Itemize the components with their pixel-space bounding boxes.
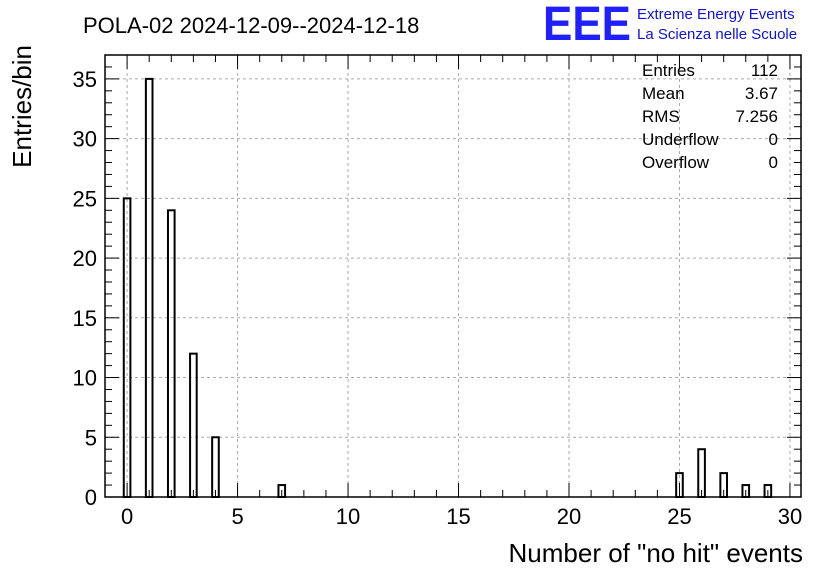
x-tick-label: 10 (336, 504, 360, 529)
histogram-bar (144, 77, 154, 498)
logo-mark: EEE (543, 0, 631, 51)
y-tick-label: 20 (73, 246, 97, 271)
stats-value: 0 (769, 130, 778, 149)
stats-label: Mean (642, 84, 685, 103)
x-tick-label: 15 (446, 504, 470, 529)
x-tick-label: 30 (778, 504, 802, 529)
histogram-bar (189, 352, 198, 498)
y-tick-label: 25 (73, 186, 97, 211)
x-tick-label: 0 (121, 504, 133, 529)
plot-frame (104, 54, 802, 498)
stats-box: Entries 112 Mean 3.67 RMS 7.256 Underflow 0 Over… (642, 61, 778, 172)
axes-box (104, 54, 802, 498)
axis-ticks: 0 5 10 15 20 25 30 0 5 10 15 20 25 30 35 (73, 54, 802, 529)
stats-value: 3.67 (745, 84, 778, 103)
x-tick-label: 20 (557, 504, 581, 529)
stats-value: 112 (751, 61, 778, 80)
histogram-bar (211, 436, 220, 498)
stats-value: 7.256 (735, 107, 778, 126)
y-tick-label: 10 (73, 366, 97, 391)
eee-logo: EEE Extreme Energy Events La Scienza nel… (543, 0, 797, 51)
y-tick-label: 35 (73, 67, 97, 92)
histogram-bar (697, 448, 706, 498)
y-tick-label: 30 (73, 127, 97, 152)
x-tick-label: 25 (667, 504, 691, 529)
grid (105, 55, 801, 498)
stats-label: Entries (642, 61, 695, 80)
logo-line-2: La Scienza nelle Scuole (637, 26, 797, 43)
stats-value: 0 (769, 153, 778, 172)
x-axis-title: Number of "no hit" events (509, 538, 804, 568)
stats-label: Underflow (642, 130, 719, 149)
stats-label: Overflow (642, 153, 710, 172)
x-tick-label: 5 (231, 504, 243, 529)
y-tick-label: 0 (85, 485, 97, 510)
stats-label: RMS (642, 107, 680, 126)
y-tick-label: 15 (73, 306, 97, 331)
histogram-bar (166, 209, 176, 498)
y-axis-title: Entries/bin (7, 45, 37, 168)
chart-title: POLA-02 2024-12-09--2024-12-18 (83, 13, 419, 38)
logo-line-1: Extreme Energy Events (637, 6, 795, 23)
y-tick-label: 5 (85, 425, 97, 450)
